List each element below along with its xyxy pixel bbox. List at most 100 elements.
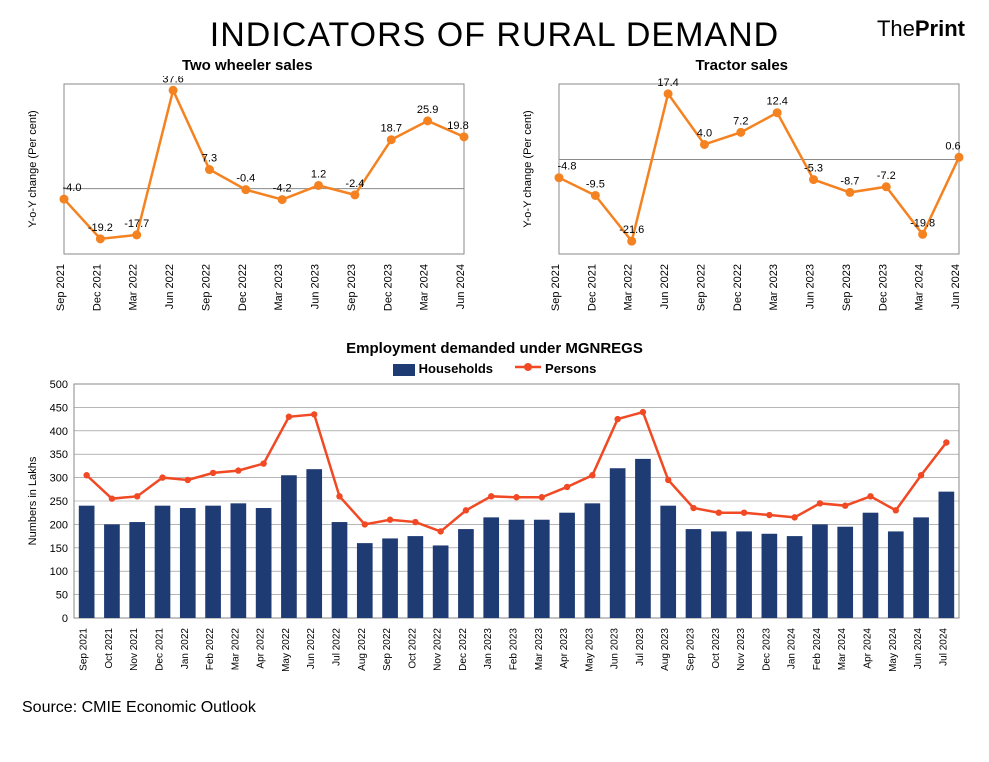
svg-text:-9.5: -9.5 (586, 178, 605, 190)
svg-text:150: 150 (50, 543, 68, 555)
svg-text:-7.2: -7.2 (877, 170, 896, 182)
svg-text:18.7: 18.7 (381, 123, 402, 135)
svg-text:Apr 2024: Apr 2024 (863, 628, 874, 669)
svg-text:Jun 2022: Jun 2022 (659, 264, 671, 309)
svg-text:Sep 2023: Sep 2023 (686, 628, 697, 671)
svg-text:Sep 2022: Sep 2022 (695, 264, 707, 311)
svg-text:Jul 2024: Jul 2024 (938, 628, 949, 666)
svg-text:37.6: 37.6 (163, 76, 184, 85)
svg-text:-4.8: -4.8 (557, 161, 576, 173)
svg-text:Dec 2021: Dec 2021 (92, 264, 104, 311)
svg-text:Feb 2022: Feb 2022 (205, 628, 216, 671)
svg-text:Sep 2022: Sep 2022 (201, 264, 213, 311)
legend-households-label: Households (419, 361, 493, 376)
svg-text:Nov 2021: Nov 2021 (129, 628, 140, 671)
svg-text:4.0: 4.0 (697, 127, 712, 139)
svg-text:350: 350 (50, 449, 68, 461)
svg-text:Dec 2022: Dec 2022 (458, 628, 469, 671)
svg-text:Feb 2023: Feb 2023 (509, 628, 520, 671)
svg-text:Mar 2022: Mar 2022 (230, 628, 241, 671)
svg-text:Mar 2022: Mar 2022 (622, 264, 634, 310)
svg-text:Dec 2021: Dec 2021 (155, 628, 166, 671)
svg-text:Y-o-Y change (Per cent): Y-o-Y change (Per cent) (522, 110, 534, 227)
two-wheeler-title: Two wheeler sales (182, 57, 313, 74)
legend-households-swatch (393, 364, 415, 376)
svg-text:-17.7: -17.7 (124, 218, 149, 230)
svg-text:17.4: 17.4 (657, 77, 678, 89)
brand-logo: ThePrint (877, 16, 965, 42)
brand-bold: Print (915, 16, 965, 41)
svg-text:Jun 2023: Jun 2023 (804, 264, 816, 309)
svg-text:400: 400 (50, 426, 68, 438)
svg-text:50: 50 (56, 590, 68, 602)
svg-text:-19.2: -19.2 (88, 222, 113, 234)
svg-text:Jun 2022: Jun 2022 (164, 264, 176, 309)
svg-text:Jun 2024: Jun 2024 (455, 264, 467, 309)
svg-text:Apr 2023: Apr 2023 (559, 628, 570, 669)
svg-text:Mar 2023: Mar 2023 (273, 264, 285, 310)
source-text: Source: CMIE Economic Outlook (22, 699, 969, 717)
brand-prefix: The (877, 16, 915, 41)
svg-text:Jul 2023: Jul 2023 (635, 628, 646, 666)
svg-text:Oct 2023: Oct 2023 (711, 628, 722, 669)
svg-text:-4.2: -4.2 (273, 183, 292, 195)
svg-text:Dec 2022: Dec 2022 (237, 264, 249, 311)
tractor-panel: Tractor sales -4.8-9.5-21.617.44.07.212.… (515, 57, 970, 326)
svg-text:May 2024: May 2024 (888, 628, 899, 672)
svg-text:Mar 2024: Mar 2024 (837, 628, 848, 671)
svg-text:Mar 2023: Mar 2023 (534, 628, 545, 671)
svg-text:Mar 2023: Mar 2023 (768, 264, 780, 310)
svg-text:19.8: 19.8 (448, 120, 469, 132)
svg-text:Feb 2024: Feb 2024 (812, 628, 823, 671)
svg-text:-21.6: -21.6 (619, 224, 644, 236)
svg-text:Dec 2023: Dec 2023 (761, 628, 772, 671)
svg-text:Sep 2021: Sep 2021 (550, 264, 562, 311)
svg-text:0: 0 (62, 613, 68, 625)
svg-text:Y-o-Y change (Per cent): Y-o-Y change (Per cent) (27, 110, 39, 227)
mgnregs-legend: Households Persons (20, 361, 969, 376)
svg-text:Nov 2022: Nov 2022 (433, 628, 444, 671)
svg-text:Oct 2021: Oct 2021 (104, 628, 115, 669)
svg-text:250: 250 (50, 496, 68, 508)
svg-text:Jan 2023: Jan 2023 (483, 628, 494, 670)
svg-text:Aug 2023: Aug 2023 (660, 628, 671, 671)
svg-text:Sep 2021: Sep 2021 (55, 264, 67, 311)
svg-text:Oct 2022: Oct 2022 (407, 628, 418, 669)
svg-text:Aug 2022: Aug 2022 (357, 628, 368, 671)
two-wheeler-panel: Two wheeler sales -4.0 -19.2 -17.7 37.6 7.3 -… (20, 57, 475, 326)
svg-text:500: 500 (50, 379, 68, 391)
tractor-title: Tractor sales (695, 57, 788, 74)
svg-text:450: 450 (50, 402, 68, 414)
page-title: INDICATORS OF RURAL DEMAND (20, 16, 969, 55)
legend-households: Households (393, 361, 493, 376)
svg-text:-8.7: -8.7 (840, 175, 859, 187)
svg-text:Mar 2024: Mar 2024 (913, 264, 925, 310)
svg-text:May 2023: May 2023 (584, 628, 595, 672)
svg-text:7.2: 7.2 (733, 115, 748, 127)
mgnregs-chart: 050100150200250300350400450500Sep 2021Oc… (20, 378, 969, 688)
svg-text:300: 300 (50, 473, 68, 485)
svg-text:25.9: 25.9 (417, 104, 438, 116)
svg-text:Mar 2024: Mar 2024 (419, 264, 431, 310)
mgnregs-title: Employment demanded under MGNREGS (20, 340, 969, 357)
svg-text:Dec 2022: Dec 2022 (732, 264, 744, 311)
svg-text:Apr 2022: Apr 2022 (256, 628, 267, 669)
legend-persons: Persons (515, 361, 596, 376)
svg-text:200: 200 (50, 519, 68, 531)
svg-text:-2.4: -2.4 (346, 178, 365, 190)
svg-text:Jun 2022: Jun 2022 (306, 628, 317, 670)
svg-text:Jun 2024: Jun 2024 (950, 264, 962, 309)
svg-text:Dec 2023: Dec 2023 (877, 264, 889, 311)
svg-text:100: 100 (50, 566, 68, 578)
svg-text:Sep 2022: Sep 2022 (382, 628, 393, 671)
svg-text:Sep 2023: Sep 2023 (841, 264, 853, 311)
svg-text:Mar 2022: Mar 2022 (128, 264, 140, 310)
svg-text:-4.0: -4.0 (63, 182, 82, 194)
svg-text:Jan 2024: Jan 2024 (787, 628, 798, 670)
svg-text:Sep 2023: Sep 2023 (346, 264, 358, 311)
svg-text:Jun 2024: Jun 2024 (913, 628, 924, 670)
svg-text:Nov 2023: Nov 2023 (736, 628, 747, 671)
svg-text:Jan 2022: Jan 2022 (180, 628, 191, 670)
svg-text:May 2022: May 2022 (281, 628, 292, 672)
svg-text:7.3: 7.3 (202, 153, 217, 165)
